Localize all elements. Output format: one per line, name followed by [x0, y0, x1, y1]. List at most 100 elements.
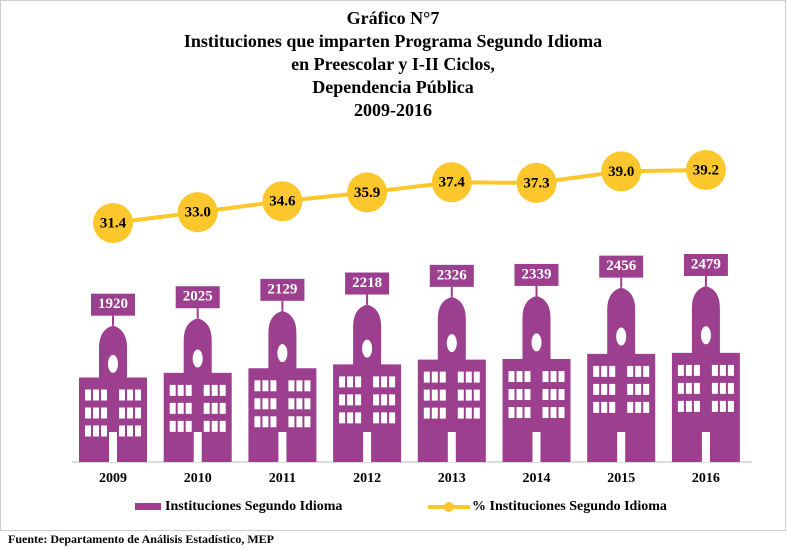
data-label: 2218 [352, 275, 382, 291]
window [424, 408, 430, 419]
window [93, 389, 99, 400]
window [212, 421, 218, 432]
door [194, 432, 202, 462]
window [170, 403, 176, 414]
window [270, 416, 276, 427]
window [262, 380, 268, 391]
window [466, 372, 472, 383]
tower-window [616, 327, 626, 345]
chart-title: 2009-2016 [354, 100, 432, 120]
window [296, 380, 302, 391]
window [288, 416, 294, 427]
window [373, 394, 379, 405]
window [373, 412, 379, 423]
window [474, 390, 480, 401]
data-label: 37.4 [439, 175, 466, 191]
x-tick-label: 2011 [269, 471, 296, 486]
window [593, 384, 599, 395]
window [339, 376, 345, 387]
window [643, 402, 649, 413]
data-label: 2339 [522, 266, 552, 282]
window [135, 407, 141, 418]
window [559, 389, 565, 400]
window [270, 398, 276, 409]
window [186, 403, 192, 414]
window [440, 408, 446, 419]
door [109, 432, 117, 462]
window [254, 398, 260, 409]
window [728, 401, 734, 412]
window [127, 407, 133, 418]
window [381, 376, 387, 387]
chart-title: Gráfico N°7 [347, 8, 440, 28]
window [339, 394, 345, 405]
window [720, 401, 726, 412]
window [339, 412, 345, 423]
window [559, 371, 565, 382]
window [347, 394, 353, 405]
window [474, 408, 480, 419]
tower-window [193, 349, 203, 367]
window [635, 366, 641, 377]
window [432, 390, 438, 401]
source-note: Fuente: Departamento de Análisis Estadís… [8, 532, 274, 546]
window [517, 407, 523, 418]
window [186, 421, 192, 432]
data-label: 35.9 [354, 185, 380, 201]
window [678, 401, 684, 412]
window [254, 380, 260, 391]
window [643, 384, 649, 395]
x-tick-label: 2015 [607, 471, 635, 486]
window [355, 412, 361, 423]
data-label: 2326 [437, 267, 468, 283]
door [533, 432, 541, 462]
window [101, 407, 107, 418]
window [85, 425, 91, 436]
window [712, 401, 718, 412]
data-label: 2456 [606, 258, 637, 274]
tower-window [532, 333, 542, 351]
legend-label: Instituciones Segundo Idioma [165, 499, 342, 514]
window [170, 385, 176, 396]
window [601, 384, 607, 395]
window [296, 416, 302, 427]
window [432, 408, 438, 419]
window [101, 389, 107, 400]
x-tick-label: 2016 [692, 471, 720, 486]
window [559, 407, 565, 418]
window [712, 383, 718, 394]
data-label: 2025 [183, 289, 213, 305]
window [551, 407, 557, 418]
window [85, 407, 91, 418]
data-label: 39.0 [608, 164, 634, 180]
window [101, 425, 107, 436]
window [389, 394, 395, 405]
chart-title: Dependencia Pública [312, 77, 474, 97]
window [525, 389, 531, 400]
window [389, 412, 395, 423]
window [135, 425, 141, 436]
window [119, 389, 125, 400]
window [627, 366, 633, 377]
door [363, 432, 371, 462]
data-label: 34.6 [269, 194, 296, 210]
window [355, 394, 361, 405]
legend-swatch [444, 502, 454, 512]
window [170, 421, 176, 432]
window [186, 385, 192, 396]
window [720, 383, 726, 394]
window [93, 407, 99, 418]
window [381, 394, 387, 405]
window [551, 371, 557, 382]
data-label: 37.3 [523, 175, 549, 191]
door [448, 432, 456, 462]
x-tick-label: 2014 [523, 471, 551, 486]
window [686, 383, 692, 394]
window [635, 402, 641, 413]
window [424, 390, 430, 401]
x-tick-label: 2009 [99, 471, 127, 486]
window [466, 390, 472, 401]
window [466, 408, 472, 419]
door [278, 432, 286, 462]
window [525, 371, 531, 382]
